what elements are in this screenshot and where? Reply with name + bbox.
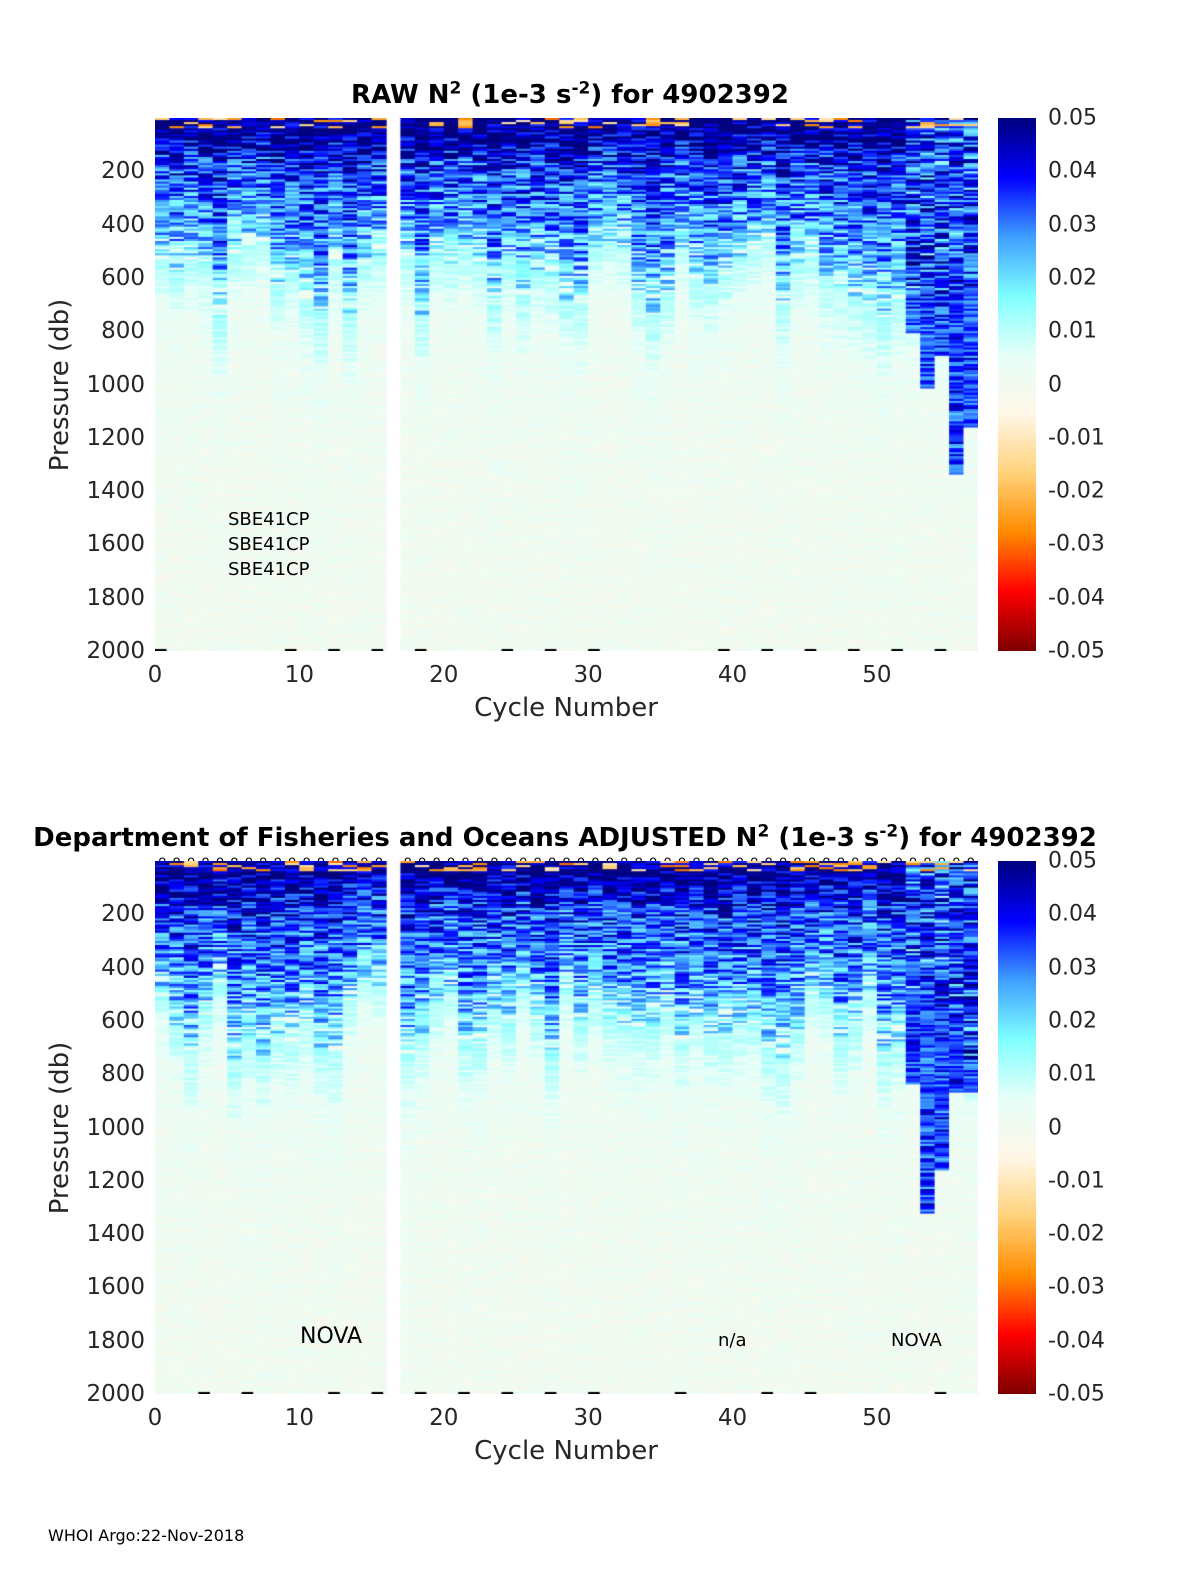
x-tick-label: 50 [862,1405,892,1431]
y-tick-label: 1200 [86,424,145,451]
y-tick-label: 1200 [86,1167,145,1194]
colorbar [998,118,1036,651]
colorbar-gradient [998,118,1036,651]
colorbar-gradient [998,861,1036,1394]
y-axis-label: Pressure (db) [45,298,75,472]
y-tick-label: 600 [101,264,145,291]
colorbar-tick-label: 0.03 [1048,955,1097,981]
colorbar-tick-label: -0.01 [1048,425,1105,451]
chart-title: Department of Fisheries and Oceans ADJUS… [33,821,1097,853]
sensor-annotation: n/a [718,1330,747,1351]
sensor-annotation: SBE41CP [228,509,310,530]
y-tick-label: 2000 [86,1381,145,1407]
x-tick-label: 50 [862,662,892,688]
y-tick-label: 600 [101,1007,145,1034]
heatmap-plot-area [155,861,978,1394]
colorbar-tick-label: 0.05 [1048,848,1097,874]
colorbar-tick-label: 0.03 [1048,212,1097,238]
adjusted-panel: Department of Fisheries and Oceans ADJUS… [0,760,1200,1520]
heatmap-canvas [155,861,978,1394]
colorbar [998,861,1036,1394]
colorbar-tick-label: -0.03 [1048,1274,1105,1300]
chart-title: RAW N2 (1e-3 s-2) for 4902392 [351,78,789,110]
y-tick-label: 400 [101,954,145,981]
y-tick-label: 2000 [86,638,145,664]
sensor-annotation: SBE41CP [228,559,310,580]
y-tick-label: 1000 [86,1114,145,1141]
y-tick-label: 800 [101,318,145,345]
colorbar-tick-label: -0.02 [1048,478,1105,504]
x-tick-label: 20 [429,662,459,688]
colorbar-tick-label: 0.04 [1048,158,1097,184]
colorbar-tick-label: 0.02 [1048,1008,1097,1034]
x-tick-label: 40 [717,1405,748,1431]
y-axis-label: Pressure (db) [45,1041,75,1215]
colorbar-tick-label: -0.04 [1048,585,1105,611]
x-axis-label: Cycle Number [474,1436,658,1466]
colorbar-tick-label: -0.05 [1048,1381,1105,1407]
colorbar-tick-label: 0.04 [1048,901,1097,927]
y-tick-label: 400 [101,211,145,238]
y-tick-label: 200 [101,901,145,928]
x-tick-label: 30 [573,662,603,688]
colorbar-tick-label: 0.02 [1048,265,1097,291]
y-tick-label: 800 [101,1061,145,1088]
x-tick-label: 10 [284,1405,315,1431]
y-tick-label: 1400 [86,1221,145,1248]
x-tick-label: 0 [147,662,163,688]
heatmap-plot-area [155,118,978,651]
x-tick-label: 10 [284,662,315,688]
y-tick-label: 1600 [86,531,145,558]
sensor-annotation: NOVA [300,1324,363,1349]
colorbar-tick-label: 0.01 [1048,1061,1097,1087]
raw-panel: RAW N2 (1e-3 s-2) for 4902392 Pressure (… [0,0,1200,760]
x-axis-label: Cycle Number [474,693,658,723]
sensor-annotation: NOVA [891,1330,942,1351]
x-tick-label: 20 [429,1405,459,1431]
y-tick-label: 1800 [86,1327,145,1354]
x-tick-label: 0 [147,1405,163,1431]
y-tick-label: 1800 [86,584,145,611]
y-tick-label: 1400 [86,478,145,505]
sensor-annotation: SBE41CP [228,534,310,555]
colorbar-tick-label: -0.05 [1048,638,1105,664]
x-tick-label: 40 [717,662,748,688]
colorbar-tick-label: 0 [1048,372,1062,397]
y-tick-label: 1600 [86,1274,145,1301]
colorbar-tick-label: -0.01 [1048,1168,1105,1194]
colorbar-tick-label: 0 [1048,1115,1062,1140]
x-tick-label: 30 [573,1405,603,1431]
colorbar-tick-label: -0.03 [1048,531,1105,557]
colorbar-tick-label: -0.04 [1048,1328,1105,1354]
heatmap-canvas [155,118,978,651]
colorbar-tick-label: 0.05 [1048,105,1097,131]
y-tick-label: 1000 [86,371,145,398]
footer-credit: WHOI Argo:22-Nov-2018 [48,1526,245,1545]
y-tick-label: 200 [101,158,145,185]
colorbar-tick-label: 0.01 [1048,318,1097,344]
colorbar-tick-label: -0.02 [1048,1221,1105,1247]
